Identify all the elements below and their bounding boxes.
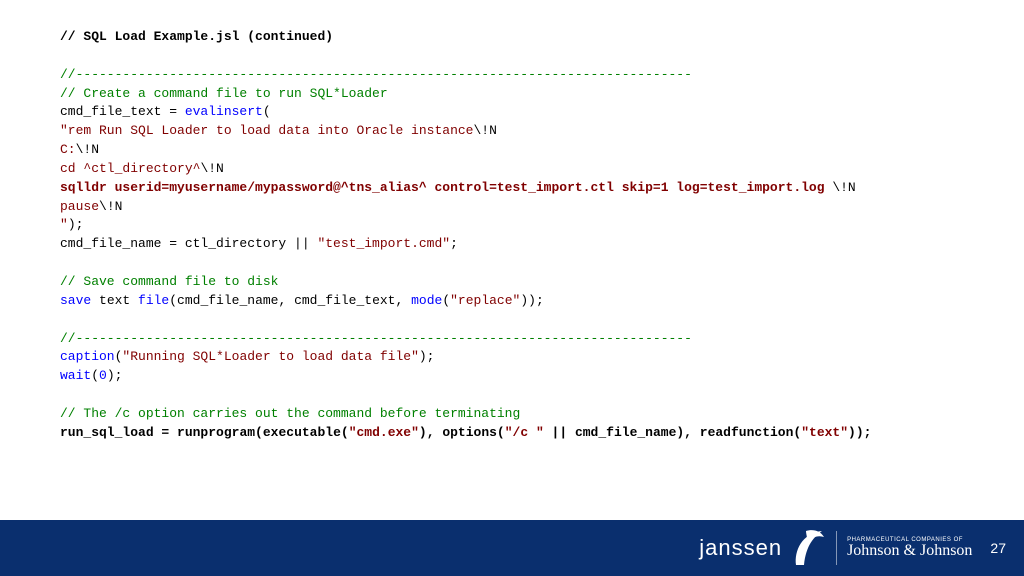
code-text: \!N <box>473 123 496 138</box>
code-string: cd ^ctl_directory^ <box>60 161 200 176</box>
code-keyword: runprogram <box>177 425 255 440</box>
code-block: // SQL Load Example.jsl (continued) //--… <box>0 0 1024 443</box>
code-keyword: wait <box>60 368 91 383</box>
code-string: " <box>60 217 68 232</box>
code-string: "cmd.exe" <box>349 425 419 440</box>
brand-block: janssen PHARMACEUTICAL COMPANIES OF John… <box>699 527 972 569</box>
code-text: ); <box>68 217 84 232</box>
jnj-logo-text: Johnson & Johnson <box>847 543 972 559</box>
code-string: "test_import.cmd" <box>317 236 450 251</box>
code-keyword: file <box>138 293 169 308</box>
code-keyword: evalinsert <box>185 104 263 119</box>
code-string: "Running SQL*Loader to load data file" <box>122 349 418 364</box>
code-text: || cmd_file_name), <box>544 425 700 440</box>
code-text: \!N <box>832 180 855 195</box>
code-string: "/c " <box>505 425 544 440</box>
code-text: ( <box>91 368 99 383</box>
code-text: ( <box>255 425 263 440</box>
code-line: //--------------------------------------… <box>60 67 692 82</box>
code-text: cmd_file_name = ctl_directory || <box>60 236 317 251</box>
code-string: "rem Run SQL Loader to load data into Or… <box>60 123 473 138</box>
code-text: ); <box>107 368 123 383</box>
code-string: "text" <box>801 425 848 440</box>
code-string: pause <box>60 199 99 214</box>
code-text: ; <box>450 236 458 251</box>
code-keyword: mode <box>411 293 442 308</box>
janssen-swoosh-icon <box>792 527 826 569</box>
code-line: //--------------------------------------… <box>60 331 692 346</box>
janssen-logo-text: janssen <box>699 535 782 561</box>
slide: // SQL Load Example.jsl (continued) //--… <box>0 0 1024 576</box>
code-line: // The /c option carries out the command… <box>60 406 520 421</box>
code-text: )); <box>848 425 871 440</box>
code-text: ( <box>341 425 349 440</box>
code-string: C: <box>60 142 76 157</box>
code-text: ( <box>497 425 505 440</box>
code-text: \!N <box>200 161 223 176</box>
code-text: \!N <box>76 142 99 157</box>
jnj-block: PHARMACEUTICAL COMPANIES OF Johnson & Jo… <box>847 537 972 559</box>
code-line: // Create a command file to run SQL*Load… <box>60 86 388 101</box>
code-text: ( <box>442 293 450 308</box>
code-text: text <box>91 293 138 308</box>
code-keyword: options <box>442 425 497 440</box>
code-line: // SQL Load Example.jsl (continued) <box>60 29 333 44</box>
code-text: cmd_file_text = <box>60 104 185 119</box>
code-keyword: caption <box>60 349 115 364</box>
code-text: ( <box>263 104 271 119</box>
code-text: run_sql_load = <box>60 425 177 440</box>
footer-bar: janssen PHARMACEUTICAL COMPANIES OF John… <box>0 520 1024 576</box>
code-text: (cmd_file_name, cmd_file_text, <box>169 293 411 308</box>
code-number: 0 <box>99 368 107 383</box>
code-text: ), <box>419 425 442 440</box>
code-line: // Save command file to disk <box>60 274 278 289</box>
code-text: ); <box>419 349 435 364</box>
code-keyword: readfunction <box>700 425 794 440</box>
code-string: sqlldr userid=myusername/mypassword@^tns… <box>60 180 832 195</box>
code-text: \!N <box>99 199 122 214</box>
code-keyword: executable <box>263 425 341 440</box>
brand-divider <box>836 531 837 565</box>
code-keyword: save <box>60 293 91 308</box>
code-string: "replace" <box>450 293 520 308</box>
code-text: )); <box>520 293 543 308</box>
page-number: 27 <box>990 540 1006 556</box>
